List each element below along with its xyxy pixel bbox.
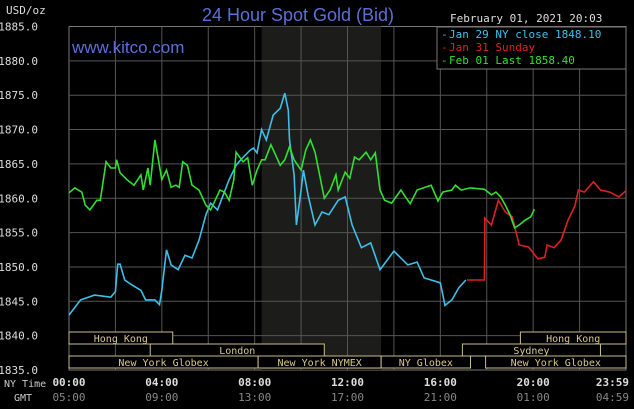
session-bar: New York Globex [485,355,627,369]
y-axis-label: USD/oz [6,4,46,17]
y-tick-label: 1835.0 [0,364,38,377]
legend: - Jan 29 NY close 1848.10- Jan 31 Sunday- F… [436,26,627,70]
session-bar: London [149,343,325,357]
x-tick-label-ny: 08:00 [238,376,271,389]
y-tick-label: 1845.0 [0,295,38,308]
x-tick-label-gmt: 21:00 [424,391,457,404]
y-tick-label: 1840.0 [0,330,38,343]
x-tick-label-ny: 04:00 [145,376,178,389]
legend-dash: - [441,41,448,54]
session-bar: Sydney [461,343,601,357]
session-bar: NY Globex [380,355,472,369]
session-bar: New York Globex [68,355,259,369]
session-bar: Hong Kong [519,331,627,345]
x-tick-label-ny: 16:00 [424,376,457,389]
x-tick-label-ny: 20:00 [517,376,550,389]
session-label: Hong Kong [546,334,600,345]
y-tick-label: 1850.0 [0,261,38,274]
kitco-watermark: www.kitco.com [71,38,184,57]
y-tick-label: 1860.0 [0,192,38,205]
series-line-1 [467,180,627,281]
y-tick-label: 1875.0 [0,89,38,102]
session-label: NY Globex [399,358,453,369]
x-tick-label-gmt: 04:59 [596,391,629,404]
grid [69,26,626,370]
session-label: London [219,346,255,357]
legend-entry: Jan 29 NY close 1848.10 [449,28,601,41]
legend-dash: - [441,28,448,41]
y-tick-label: 1880.0 [0,55,38,68]
x-tick-label-gmt: 09:00 [145,391,178,404]
session-label: Hong Kong [94,334,148,345]
y-tick-label: 1865.0 [0,158,38,171]
x-tick-label-ny: 12:00 [331,376,364,389]
y-axis-ticks: 1835.0 1840.0 1845.0 1850.0 1855.0 1860.0 1865… [0,21,38,378]
legend-entry: Jan 31 Sunday [449,41,535,54]
x-tick-label-gmt: 05:00 [52,391,85,404]
x-tick-label-gmt: 01:00 [517,391,550,404]
legend-dash: - [441,54,448,67]
y-tick-label: 1855.0 [0,227,38,240]
series-line-0 [68,92,467,316]
session-box [68,331,174,345]
session-bar: New York NYMEX [257,355,382,369]
x-tick-label-gmt: 17:00 [331,391,364,404]
x-tick-label-gmt: 13:00 [238,391,271,404]
gmt-label: GMT [14,393,32,404]
timestamp: February 01, 2021 20:03 [450,12,602,25]
legend-entry: Feb 01 Last 1858.40 [449,54,575,67]
session-box [485,355,627,369]
chart-title: 24 Hour Spot Gold (Bid) [202,5,394,25]
session-label: New York NYMEX [278,358,362,369]
x-tick-label-ny: 23:59 [596,376,629,389]
session-label: New York Globex [118,358,208,369]
session-box [380,355,472,369]
session-label: New York Globex [511,358,601,369]
session-bar: Hong Kong [68,331,174,345]
series-lines [68,92,627,316]
x-tick-label-ny: 00:00 [52,376,85,389]
ny-time-label: NY Time [4,379,46,390]
session-label: Sydney [513,346,549,357]
x-axis-ticks: 00:00 05:00 04:00 09:00 08:00 13:00 12:00 17:00… [52,376,629,404]
series-line-2 [68,137,536,229]
y-tick-label: 1885.0 [0,21,38,34]
y-tick-label: 1870.0 [0,124,38,137]
